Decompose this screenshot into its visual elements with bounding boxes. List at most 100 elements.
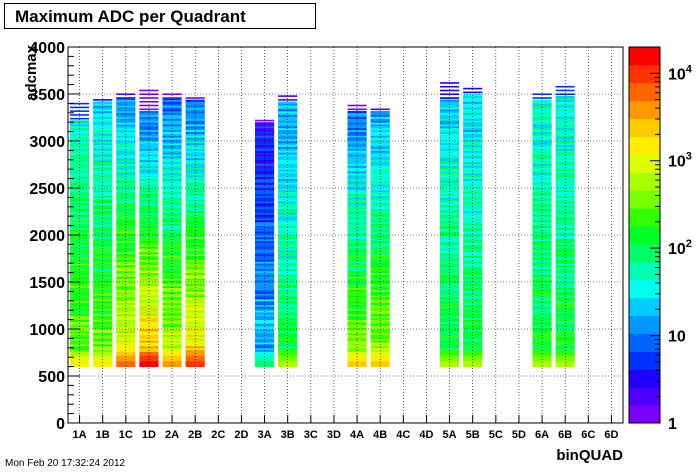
heatmap-cell <box>70 282 90 285</box>
heatmap-cell <box>185 159 205 163</box>
heatmap-cell <box>555 344 575 347</box>
heatmap-cell <box>440 195 460 198</box>
heatmap-cell <box>347 327 367 330</box>
heatmap-cell <box>93 157 113 161</box>
heatmap-cell <box>93 332 113 336</box>
heatmap-cell <box>278 221 298 225</box>
heatmap-cell <box>139 338 159 341</box>
heatmap-cell <box>463 233 483 236</box>
x-tick-label: 6A <box>535 429 549 441</box>
colorbar-segment <box>629 226 660 245</box>
heatmap-cell <box>440 144 460 148</box>
heatmap-cell <box>70 150 90 153</box>
heatmap-cell <box>532 180 552 183</box>
heatmap-cell <box>255 336 275 339</box>
heatmap-cell <box>162 242 182 245</box>
heatmap-cell <box>93 351 113 354</box>
heatmap-cell <box>185 315 205 319</box>
heatmap-cell <box>185 197 205 200</box>
heatmap-cell <box>347 110 367 114</box>
heatmap-cell <box>555 261 575 264</box>
heatmap-cell <box>162 291 182 294</box>
heatmap-cell <box>555 159 575 163</box>
heatmap-cell <box>370 137 390 140</box>
heatmap-cell <box>370 212 390 215</box>
heatmap-cell <box>162 353 182 356</box>
x-tick-label: 4C <box>396 429 410 441</box>
heatmap-cell <box>93 315 113 319</box>
heatmap-cell <box>185 210 205 213</box>
heatmap-cell <box>278 227 298 230</box>
heatmap-cell <box>555 248 575 251</box>
heatmap-cell <box>185 329 205 332</box>
chart-title: Maximum ADC per Quadrant <box>15 7 246 26</box>
heatmap-cell <box>347 351 367 354</box>
heatmap-cell <box>555 131 575 134</box>
heatmap-cell <box>93 236 113 240</box>
x-tick-label: 3D <box>327 429 341 441</box>
heatmap-cell <box>370 114 390 117</box>
heatmap-cell <box>185 293 205 296</box>
heatmap-cell <box>139 186 159 189</box>
heatmap-cell <box>139 251 159 255</box>
heatmap-cell <box>255 321 275 324</box>
heatmap-cell <box>555 336 575 339</box>
heatmap-cell <box>463 87 483 90</box>
heatmap-cell <box>185 297 205 300</box>
colorbar-label: 102 <box>668 238 692 258</box>
heatmap-cell <box>463 210 483 213</box>
heatmap-cell <box>532 101 552 104</box>
colorbar-segment <box>629 279 660 299</box>
heatmap-cell <box>70 125 90 129</box>
heatmap-cell <box>532 146 552 149</box>
heatmap-cell <box>347 191 367 195</box>
heatmap-cell <box>532 329 552 332</box>
heatmap-cell <box>139 156 159 159</box>
heatmap-cell <box>440 347 460 351</box>
heatmap-cell <box>93 218 113 221</box>
heatmap-cell <box>463 351 483 354</box>
heatmap-cell <box>162 362 182 366</box>
heatmap-cell <box>139 236 159 240</box>
heatmap-cell <box>370 251 390 255</box>
heatmap-cell <box>93 278 113 281</box>
heatmap-cell <box>93 327 113 330</box>
heatmap-cell <box>370 351 390 354</box>
heatmap-cell <box>555 161 575 164</box>
heatmap-cell <box>185 276 205 279</box>
heatmap-cell <box>185 172 205 176</box>
heatmap-cell <box>185 157 205 161</box>
colorbar-segment <box>629 297 660 317</box>
heatmap-cell <box>347 315 367 319</box>
heatmap-cell <box>255 297 275 300</box>
heatmap-cell <box>139 227 159 230</box>
heatmap-cell <box>278 122 298 125</box>
heatmap-cell <box>139 329 159 332</box>
heatmap-cell <box>278 347 298 351</box>
colorbar-segment <box>629 405 660 424</box>
heatmap-cell <box>463 338 483 341</box>
heatmap-cell <box>185 336 205 339</box>
heatmap-cell <box>116 300 136 304</box>
heatmap-cell <box>555 186 575 189</box>
heatmap-cell <box>440 282 460 285</box>
heatmap-cell <box>278 285 298 289</box>
x-tick-label: 3A <box>258 429 272 441</box>
heatmap-cell <box>278 201 298 204</box>
heatmap-cell <box>370 302 390 305</box>
heatmap-cell <box>185 191 205 195</box>
heatmap-cell <box>116 144 136 148</box>
heatmap-cell <box>370 233 390 236</box>
heatmap-cell <box>162 266 182 270</box>
heatmap-cell <box>463 332 483 336</box>
heatmap-cell <box>555 255 575 258</box>
x-tick-label: 1D <box>142 429 156 441</box>
heatmap-cell <box>347 131 367 134</box>
heatmap-cell <box>116 225 136 228</box>
heatmap-cell <box>116 203 136 206</box>
heatmap-cell <box>255 197 275 200</box>
heatmap-cell <box>185 323 205 326</box>
heatmap-cell <box>185 359 205 362</box>
heatmap-cell <box>116 233 136 236</box>
heatmap-cell <box>278 135 298 138</box>
